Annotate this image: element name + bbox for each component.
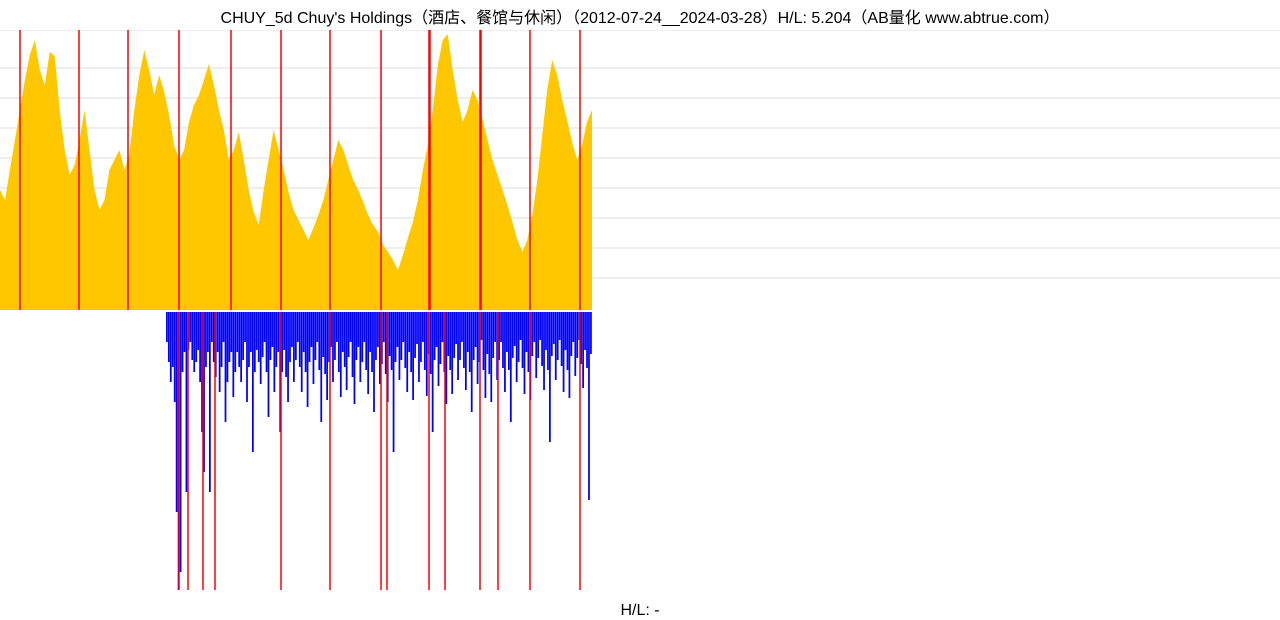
chart-svg <box>0 30 1280 590</box>
chart-title: CHUY_5d Chuy's Holdings（酒店、餐馆与休闲）（2012-0… <box>0 4 1280 28</box>
chart-area <box>0 30 1280 590</box>
bottom-label: H/L: - <box>0 602 1280 620</box>
